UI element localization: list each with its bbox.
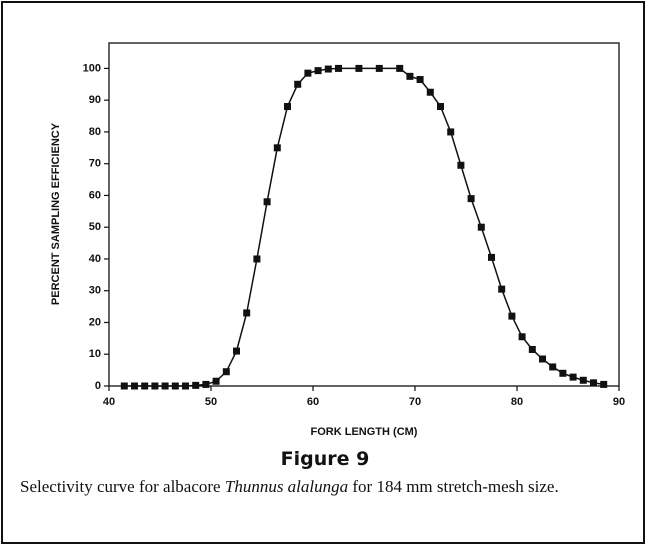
point-marker (324, 65, 332, 73)
point-marker (518, 333, 526, 341)
point-marker (304, 69, 312, 77)
caption-species: Thunnus alalunga (224, 477, 349, 496)
point-marker (539, 355, 546, 363)
point-marker (284, 103, 291, 111)
point-marker (141, 382, 149, 390)
point-marker (355, 64, 363, 72)
y-tick-label: 40 (89, 253, 101, 265)
point-marker (314, 67, 322, 75)
point-marker (498, 285, 506, 293)
point-marker (222, 368, 230, 376)
point-marker (263, 198, 271, 206)
point-marker (457, 161, 465, 169)
y-tick-label: 70 (89, 158, 101, 170)
y-tick-label: 30 (89, 285, 101, 297)
point-marker (508, 312, 516, 320)
point-marker (437, 103, 444, 111)
point-marker (120, 382, 128, 390)
point-marker (131, 382, 138, 390)
point-marker (182, 382, 189, 390)
y-tick-label: 0 (95, 380, 101, 392)
caption-text: Selectivity curve for albacore (20, 477, 225, 496)
point-marker (192, 381, 200, 389)
x-axis-label: FORK LENGTH (CM) (311, 426, 418, 438)
y-tick-label: 10 (89, 348, 101, 360)
x-tick-label: 50 (205, 396, 217, 408)
x-tick-label: 40 (103, 396, 115, 408)
y-tick-label: 50 (89, 221, 101, 233)
point-marker (151, 382, 159, 390)
point-marker (335, 64, 342, 72)
point-marker (171, 382, 179, 390)
point-marker (212, 377, 220, 385)
point-marker (161, 382, 169, 390)
y-tick-label: 80 (89, 126, 101, 138)
y-tick-label: 20 (89, 316, 101, 328)
point-marker (600, 380, 608, 388)
point-marker (396, 64, 404, 72)
figure-label: Figure 9 (280, 448, 370, 470)
point-marker (253, 255, 261, 263)
point-marker (273, 144, 281, 152)
x-tick-label: 60 (307, 396, 319, 408)
point-marker (569, 373, 577, 381)
point-marker (294, 80, 302, 88)
point-marker (202, 380, 210, 388)
figure-border (1, 1, 645, 544)
point-marker (426, 88, 434, 96)
x-tick-label: 80 (511, 396, 523, 408)
y-tick-label: 60 (89, 189, 101, 201)
chart: FORK LENGTH (CM) PERCENT SAMPLING EFFICI… (50, 42, 625, 438)
point-marker (467, 195, 475, 203)
x-tick-label: 90 (613, 396, 625, 408)
caption: Selectivity curve for albacore Thunnus a… (20, 476, 620, 498)
point-marker (406, 72, 414, 80)
y-axis-label: PERCENT SAMPLING EFFICIENCY (50, 122, 62, 305)
point-marker (477, 223, 485, 231)
point-marker (559, 369, 567, 377)
point-marker (590, 379, 597, 387)
point-marker (488, 253, 495, 261)
point-marker (528, 345, 536, 353)
point-marker (243, 309, 251, 317)
point-marker (416, 76, 424, 84)
series-line (124, 67, 604, 387)
point-marker (549, 363, 557, 371)
caption-text: for 184 mm stretch-mesh size. (348, 477, 559, 496)
point-marker (375, 64, 383, 72)
point-marker (579, 376, 587, 384)
y-tick-label: 100 (83, 62, 101, 74)
point-marker (447, 128, 455, 136)
point-marker (233, 347, 240, 355)
y-tick-label: 90 (89, 94, 101, 106)
x-tick-label: 70 (409, 396, 421, 408)
plot-frame (108, 42, 620, 387)
